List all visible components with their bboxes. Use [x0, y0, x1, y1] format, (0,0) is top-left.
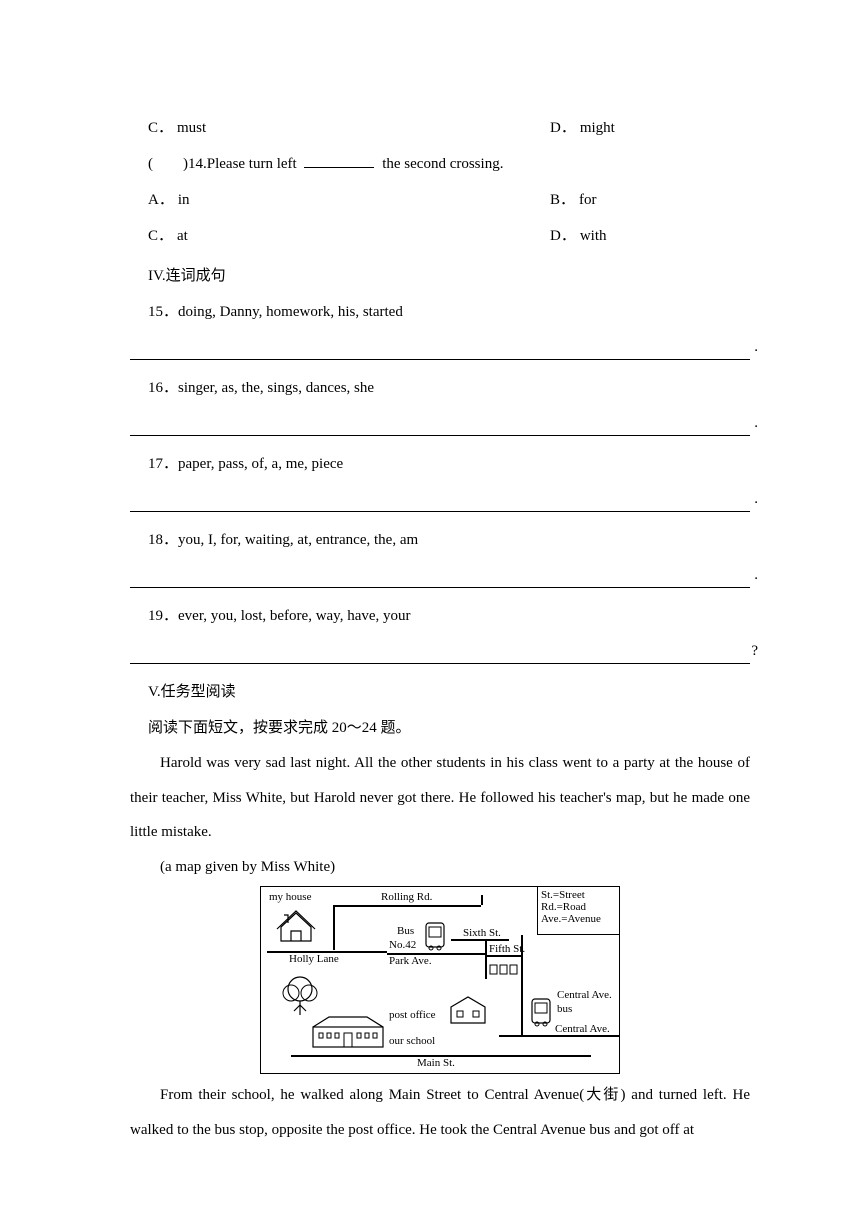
q15-line[interactable]: . — [130, 338, 750, 360]
section5-title: V.任务型阅读 — [148, 674, 750, 710]
q16: 16．singer, as, the, sings, dances, she — [148, 370, 750, 406]
school-icon — [309, 1013, 387, 1051]
q17: 17．paper, pass, of, a, me, piece — [148, 446, 750, 482]
central-bus-icon — [529, 997, 553, 1027]
label-post: post office — [389, 1009, 436, 1021]
passage-p2: From their school, he walked along Main … — [130, 1078, 750, 1147]
q17-line[interactable]: . — [130, 490, 750, 512]
tree-icon — [279, 975, 321, 1017]
map-legend: St.=Street Rd.=Road Ave.=Avenue — [537, 887, 619, 935]
q14-c-text: at — [177, 228, 188, 244]
opt-c: C． — [148, 120, 173, 136]
q18-line[interactable]: . — [130, 566, 750, 588]
q14-prefix: ( )14.Please turn left — [148, 156, 297, 172]
q14-b-text: for — [579, 192, 597, 208]
q14-a-text: in — [178, 192, 190, 208]
q17-punct: . — [754, 481, 758, 517]
q18-punct: . — [754, 557, 758, 593]
q15: 15．doing, Danny, homework, his, started — [148, 294, 750, 330]
q14-d: D． — [550, 228, 576, 244]
q16-punct: . — [754, 405, 758, 441]
legend-rd: Rd.=Road — [541, 901, 616, 913]
label-central-bus-a: Central Ave. — [557, 989, 612, 1001]
q16-line[interactable]: . — [130, 414, 750, 436]
label-main: Main St. — [417, 1057, 455, 1069]
opt-d-text: might — [580, 120, 615, 136]
map-caption: (a map given by Miss White) — [130, 850, 750, 885]
label-bus42b: No.42 — [389, 939, 416, 951]
label-park: Park Ave. — [389, 955, 432, 967]
legend-st: St.=Street — [541, 889, 616, 901]
section4-title: IV.连词成句 — [148, 258, 750, 294]
q15-punct: . — [754, 329, 758, 365]
q14-b: B． — [550, 192, 575, 208]
q14-blank[interactable] — [304, 154, 374, 168]
q19-punct: ? — [751, 633, 758, 669]
q14-c: C． — [148, 228, 173, 244]
label-rolling: Rolling Rd. — [381, 891, 432, 903]
opt-c-text: must — [177, 120, 206, 136]
label-school: our school — [389, 1035, 435, 1047]
section5-instr: 阅读下面短文，按要求完成 20～24 题。 — [148, 710, 750, 746]
label-central: Central Ave. — [555, 1023, 610, 1035]
post-office-icon — [447, 995, 489, 1025]
label-fifth: Fifth St. — [489, 943, 525, 955]
q14-d-text: with — [580, 228, 607, 244]
label-holly: Holly Lane — [289, 953, 339, 965]
label-bus42a: Bus — [397, 925, 414, 937]
q14-suffix: the second crossing. — [382, 156, 503, 172]
q18: 18．you, I, for, waiting, at, entrance, t… — [148, 522, 750, 558]
map-box: St.=Street Rd.=Road Ave.=Avenue my house… — [260, 886, 620, 1074]
map-container: St.=Street Rd.=Road Ave.=Avenue my house… — [130, 886, 750, 1074]
house-icon — [275, 907, 317, 945]
legend-ave: Ave.=Avenue — [541, 913, 616, 925]
q14-a: A． — [148, 192, 174, 208]
label-central-bus-b: bus — [557, 1003, 572, 1015]
opt-d: D． — [550, 120, 576, 136]
q19: 19．ever, you, lost, before, way, have, y… — [148, 598, 750, 634]
bus-icon — [423, 921, 447, 951]
buildings-icon — [489, 961, 519, 978]
label-my-house: my house — [269, 891, 311, 903]
q19-line[interactable]: ? — [130, 642, 750, 664]
passage-p1: Harold was very sad last night. All the … — [130, 746, 750, 850]
label-sixth: Sixth St. — [463, 927, 501, 939]
